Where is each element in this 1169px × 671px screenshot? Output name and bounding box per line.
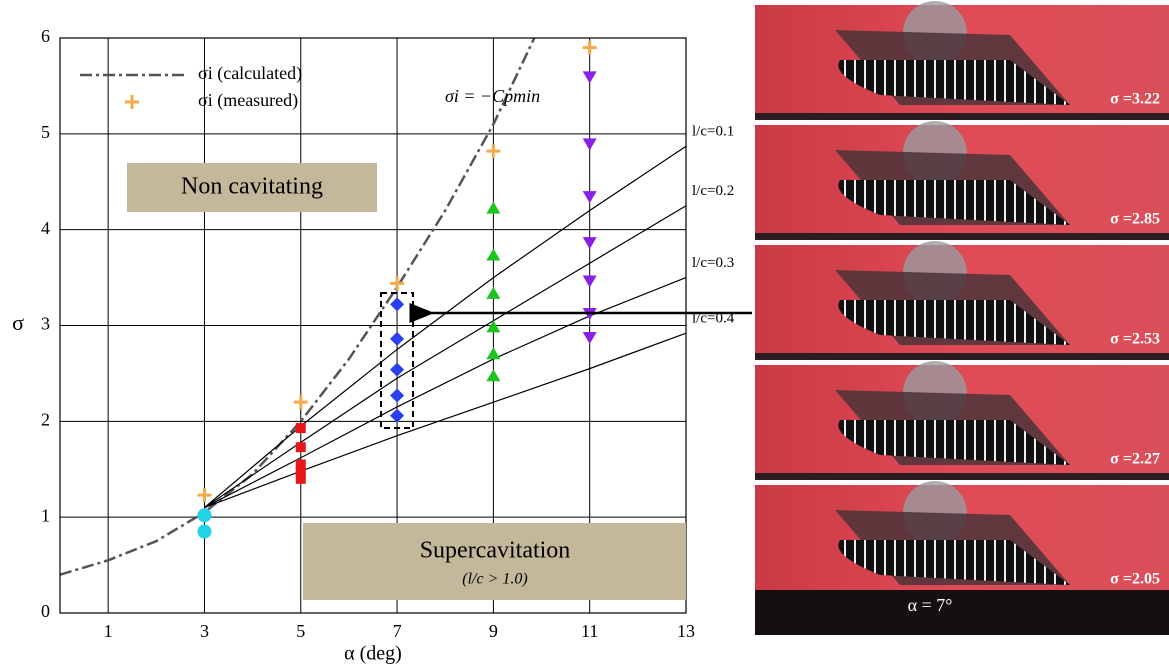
photo-shade <box>755 113 1169 120</box>
annotation: σi = −Cpmin <box>445 86 540 106</box>
photo-label: σ =2.85 <box>1110 211 1160 228</box>
photo-shade <box>755 353 1169 360</box>
marker <box>486 320 501 333</box>
photo-caption: α = 7° <box>908 595 953 615</box>
region-box <box>303 523 686 600</box>
photo-panel: σ =3.22 σ =2.85 σ =2.53 σ =2.27 σ =2.05 α = 7… <box>755 1 1169 635</box>
x-tick-label: 7 <box>393 621 402 641</box>
annotation: Supercavitation <box>420 538 571 564</box>
line-label: l/c=0.1 <box>692 124 734 140</box>
marker <box>582 275 597 288</box>
y-tick-label: 6 <box>41 26 50 46</box>
photo-floor <box>755 590 1169 635</box>
legend-label: σi (measured) <box>198 90 298 111</box>
annotation: Non cavitating <box>181 174 323 200</box>
y-tick-label: 0 <box>41 601 50 621</box>
photo-label: σ =2.27 <box>1110 451 1160 468</box>
marker <box>582 237 597 250</box>
legend-label: σi (calculated) <box>198 63 302 84</box>
marker <box>390 388 405 403</box>
y-tick-label: 4 <box>41 218 50 238</box>
marker <box>197 508 212 523</box>
x-tick-label: 11 <box>581 621 598 641</box>
marker <box>486 248 501 261</box>
line-label: l/c=0.2 <box>692 183 734 199</box>
marker <box>486 144 501 159</box>
y-axis-label: σ <box>12 310 24 335</box>
line-label: l/c=0.3 <box>692 255 734 271</box>
photo-shade <box>755 233 1169 240</box>
series-line <box>204 332 687 509</box>
photo-foil <box>838 60 1070 105</box>
x-tick-label: 3 <box>200 621 209 641</box>
x-tick-label: 9 <box>489 621 498 641</box>
marker <box>582 40 597 55</box>
y-tick-label: 3 <box>41 314 50 334</box>
x-tick-label: 5 <box>296 621 305 641</box>
photo-foil <box>838 540 1070 585</box>
photo-label: σ =2.05 <box>1110 571 1160 588</box>
x-tick-label: 13 <box>677 621 695 641</box>
series-line <box>59 37 536 576</box>
y-tick-label: 5 <box>41 122 50 142</box>
marker <box>295 473 306 484</box>
marker <box>582 138 597 151</box>
marker <box>486 201 501 214</box>
line-label: l/c=0.4 <box>692 311 735 327</box>
annotation: (l/c > 1.0) <box>462 571 527 588</box>
x-tick-label: 1 <box>104 621 113 641</box>
photo-label: σ =2.53 <box>1110 331 1160 348</box>
photo-label: σ =3.22 <box>1110 91 1160 108</box>
marker <box>582 71 597 84</box>
series-line <box>204 277 687 509</box>
marker <box>486 347 501 360</box>
marker <box>295 466 306 477</box>
marker <box>295 442 306 453</box>
photo-foil <box>838 180 1070 225</box>
marker <box>295 423 306 434</box>
marker <box>390 297 405 312</box>
series-line <box>204 205 687 509</box>
photo-shade <box>755 473 1169 480</box>
plot-frame <box>59 37 687 614</box>
highlight-box <box>380 292 414 429</box>
photo-foil <box>838 300 1070 345</box>
marker <box>197 524 212 539</box>
marker <box>390 362 405 377</box>
marker <box>295 459 306 470</box>
marker <box>197 488 212 503</box>
y-tick-label: 1 <box>41 505 50 525</box>
marker <box>486 286 501 299</box>
marker <box>390 408 405 423</box>
marker <box>293 395 308 410</box>
marker <box>390 331 405 346</box>
marker <box>390 276 405 291</box>
marker <box>582 191 597 204</box>
y-tick-label: 2 <box>41 409 50 429</box>
x-axis-label: α (deg) <box>344 643 402 665</box>
marker <box>486 369 501 382</box>
region-box <box>127 163 377 212</box>
photo-foil <box>838 420 1070 465</box>
marker <box>582 332 597 344</box>
marker <box>125 95 139 109</box>
